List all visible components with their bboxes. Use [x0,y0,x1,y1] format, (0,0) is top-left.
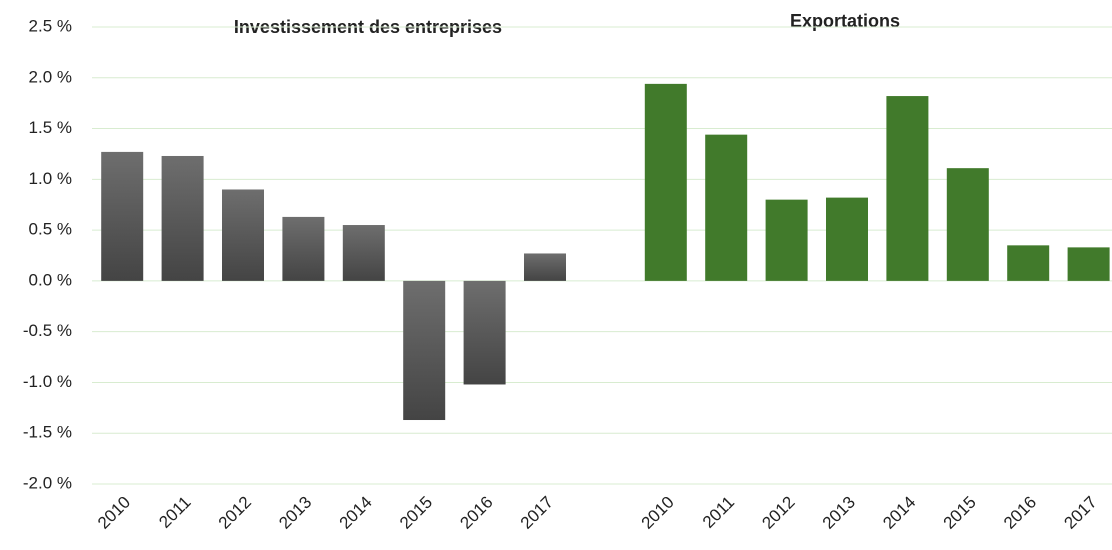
x-tick-label: 2017 [1060,493,1100,533]
x-tick-label: 2011 [155,493,194,532]
y-tick-label: -1.5 % [23,423,72,442]
x-tick-label: 2015 [940,493,980,533]
bar [524,253,566,281]
chart-title: Exportations [790,11,900,31]
x-tick-label: 2016 [1000,493,1040,533]
bar [101,151,144,281]
y-tick-label: 2.0 % [29,67,72,86]
y-tick-label: -1.0 % [23,372,72,391]
bar [463,280,506,385]
y-tick-label: -2.0 % [23,473,72,492]
x-tick-label: 2014 [336,493,376,533]
x-tick-label: 2011 [699,493,738,532]
bar [826,197,868,281]
bar [1007,245,1050,281]
y-tick-label: 0.5 % [29,220,72,239]
bar [222,189,264,281]
bar [705,134,748,281]
bar [1067,247,1110,281]
x-tick-label: 2016 [456,493,496,533]
bar [403,280,446,421]
x-tick-label: 2010 [638,493,678,533]
y-tick-label: 1.5 % [29,118,72,137]
bar [644,83,687,281]
bar [886,96,929,281]
x-tick-label: 2012 [758,493,798,533]
x-tick-label: 2013 [275,493,315,533]
x-tick-label: 2017 [517,493,557,533]
y-tick-label: 0.0 % [29,270,72,289]
y-tick-label: 2.5 % [29,16,72,35]
x-tick-label: 2012 [215,493,255,533]
x-tick-label: 2015 [396,493,436,533]
bar [161,155,204,281]
bar [282,216,325,281]
bar [342,225,385,281]
bar [946,168,989,281]
y-tick-label: 1.0 % [29,169,72,188]
y-tick-label: -0.5 % [23,321,72,340]
x-tick-label: 2013 [819,493,859,533]
bar [765,199,808,281]
x-tick-label: 2014 [879,493,919,533]
x-tick-label: 2010 [94,493,134,533]
